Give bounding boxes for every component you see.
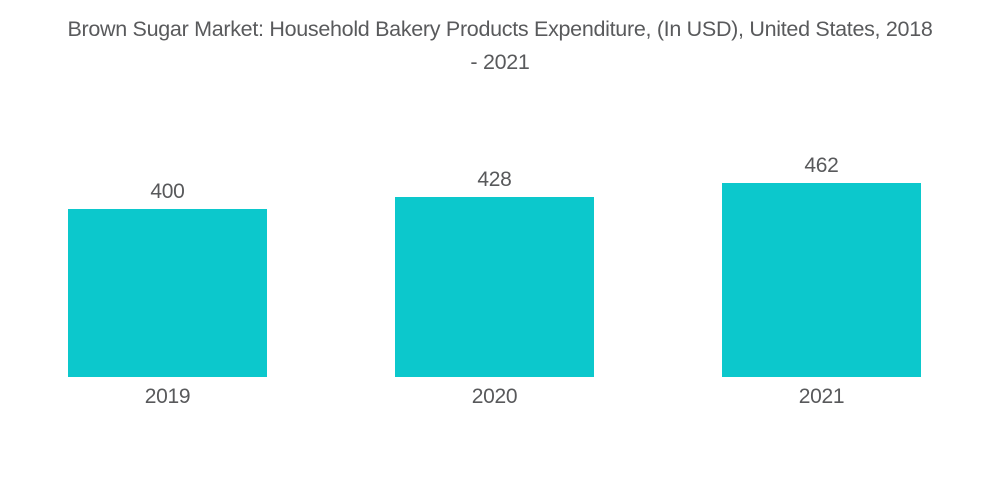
bar-category-label: 2020	[471, 385, 518, 408]
bar-group: 462 2021	[722, 154, 921, 407]
plot-area: 400 2019 428 2020 462 2021	[68, 154, 921, 407]
bar	[68, 209, 267, 377]
bar	[395, 197, 594, 377]
bar-category-label: 2019	[144, 385, 191, 408]
bar	[722, 183, 921, 377]
bar-value-label: 462	[804, 154, 839, 177]
bar-value-label: 400	[150, 180, 185, 203]
bar-group: 400 2019	[68, 180, 267, 407]
chart-title: Brown Sugar Market: Household Bakery Pro…	[0, 13, 1000, 79]
chart-title-line-2: - 2021	[470, 50, 530, 74]
bar-category-label: 2021	[798, 385, 845, 408]
chart-title-line-1: Brown Sugar Market: Household Bakery Pro…	[67, 17, 933, 41]
bar-group: 428 2020	[395, 168, 594, 407]
bar-value-label: 428	[477, 168, 512, 191]
